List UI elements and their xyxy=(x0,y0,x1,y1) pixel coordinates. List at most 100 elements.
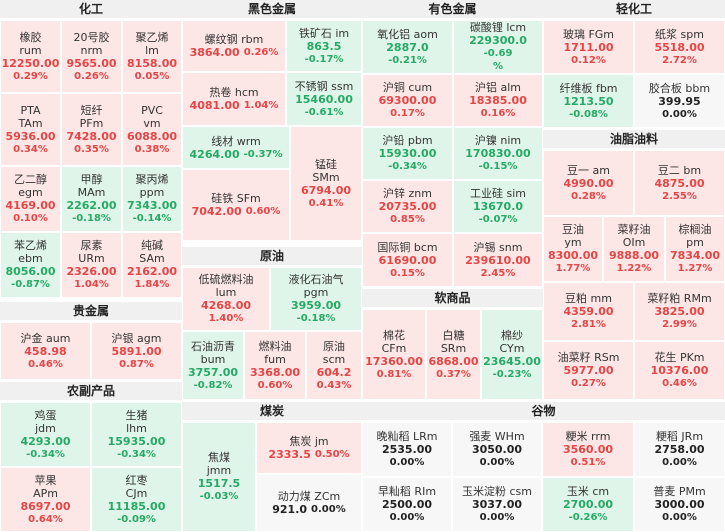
contract-tile[interactable]: 纸浆 spm 5518.00 2.72% xyxy=(634,20,725,74)
contract-tile[interactable]: 早籼稻 RIm 2500.00 0.00% xyxy=(362,477,452,532)
contract-tile[interactable]: 玉米 cm 2700.00 -0.26% xyxy=(542,477,634,532)
contract-tile[interactable]: 沪银 agm 5891.00 0.87% xyxy=(91,322,182,380)
change-percent: 0.43% xyxy=(316,379,352,391)
contract-tile[interactable]: 粳米 rrm 3560.00 0.51% xyxy=(542,422,634,477)
contract-tile[interactable]: 菜籽油 OIm 9888.00 1.22% xyxy=(603,216,665,282)
contract-tile[interactable]: 沪镍 nim 170830.00 -0.15% xyxy=(453,127,543,180)
change-percent: 0.29% xyxy=(13,70,48,82)
contract-tile[interactable]: 强麦 WHm 3050.00 0.00% xyxy=(452,422,542,477)
contract-tile[interactable]: 热卷 hcm 4081.00 1.04% xyxy=(182,72,286,126)
contract-tile[interactable]: 锰硅 SMm 6794.00 0.41% xyxy=(290,126,362,241)
change-percent: 0.00% xyxy=(479,512,515,523)
contract-tile[interactable]: 燃料油 fum 3368.00 0.60% xyxy=(244,331,306,400)
contract-tile[interactable]: 沪金 aum 458.98 0.46% xyxy=(0,322,91,380)
contract-name: 沪铝 alm xyxy=(474,81,521,94)
last-price: 2326.00 xyxy=(66,265,117,278)
contract-tile[interactable]: 沪锌 znm 20735.00 0.85% xyxy=(362,180,453,233)
contract-tile[interactable]: 晚籼稻 LRm 2535.00 0.00% xyxy=(362,422,452,477)
contract-tile[interactable]: 甲醇 MAm 2262.00 -0.18% xyxy=(61,166,122,232)
last-price: 7428.00 xyxy=(66,129,117,143)
contract-tile[interactable]: 普麦 PMm 3000.00 0.00% xyxy=(634,477,725,532)
contract-tile[interactable]: 粳稻 JRm 2758.00 0.00% xyxy=(634,422,725,477)
contract-tile[interactable]: 短纤 PFm 7428.00 0.35% xyxy=(61,93,122,166)
contract-tile[interactable]: 油菜籽 RSm 5977.00 0.27% xyxy=(543,341,634,400)
contract-tile[interactable]: 国际铜 bcm 61690.00 0.15% xyxy=(362,233,453,287)
change-percent: 1.04% xyxy=(74,279,109,290)
contract-tile[interactable]: 焦炭 jm 2333.5 0.50% xyxy=(256,422,362,474)
contract-code: lum xyxy=(215,286,237,299)
contract-tile[interactable]: 纯碱 SAm 2162.00 1.84% xyxy=(122,232,182,298)
contract-tile[interactable]: 胶合板 bbm 399.95 0.00% xyxy=(634,74,725,128)
contract-tile[interactable]: 聚丙烯 ppm 7343.00 -0.14% xyxy=(122,166,182,232)
contract-tile[interactable]: 铁矿石 im 863.5 -0.17% xyxy=(286,20,362,72)
contract-tile[interactable]: 沪锡 snm 239610.00 2.45% xyxy=(453,233,543,287)
contract-tile[interactable]: 纤维板 fbm 1213.50 -0.08% xyxy=(543,74,634,128)
contract-tile[interactable]: 液化石油气 pgm 3959.00 -0.18% xyxy=(270,267,362,331)
contract-tile[interactable]: 焦煤 jmm 1517.5 -0.03% xyxy=(182,422,256,532)
contract-tile[interactable]: PVC vm 6088.00 0.38% xyxy=(122,93,182,166)
contract-tile[interactable]: 尿素 URm 2326.00 1.04% xyxy=(61,232,122,298)
contract-tile[interactable]: 沪铅 pbm 15930.00 -0.34% xyxy=(362,127,453,180)
change-percent: 0.00% xyxy=(389,512,425,523)
contract-name: 乙二醇 xyxy=(14,173,47,186)
contract-code: pgm xyxy=(303,286,329,299)
contract-tile[interactable]: 棕榈油 pm 7834.00 1.27% xyxy=(665,216,725,282)
contract-tile[interactable]: 低硫燃料油 lum 4268.00 1.40% xyxy=(182,267,270,331)
contract-tile[interactable]: 氧化铝 aom 2887.0 -0.21% xyxy=(362,20,453,74)
section-soft-commodities: 软商品 棉花 CFm 17360.00 0.81% 白糖 SRm 6868.00 0.37% 棉… xyxy=(362,289,543,400)
contract-tile[interactable]: 棉花 CFm 17360.00 0.81% xyxy=(362,309,426,400)
contract-tile[interactable]: 碳酸锂 lcm 229300.0 -0.69% xyxy=(453,20,543,74)
contract-tile[interactable]: 豆粕 mm 4359.00 2.81% xyxy=(543,282,634,341)
last-price: 20735.00 xyxy=(378,200,437,213)
contract-name: 玻璃 FGm xyxy=(562,27,615,41)
contract-tile[interactable]: 花生 PKm 10376.00 0.46% xyxy=(634,341,725,400)
contract-name: 豆一 am xyxy=(567,163,610,177)
contract-tile[interactable]: 石油沥青 bum 3757.00 -0.82% xyxy=(182,331,244,400)
contract-code: PFm xyxy=(79,116,104,130)
contract-tile[interactable]: 20号胶 nrm 9565.00 0.26% xyxy=(61,20,122,93)
last-price: 6794.00 xyxy=(300,183,352,197)
price-row: 4081.00 1.04% xyxy=(190,99,279,112)
last-price: 4875.00 xyxy=(654,176,705,190)
contract-name: 生猪 xyxy=(125,408,148,422)
contract-tile[interactable]: 苯乙烯 ebm 8056.00 -0.87% xyxy=(0,232,61,298)
section-title: 贵金属 xyxy=(0,302,182,320)
contract-tile[interactable]: 红枣 CJm 11185.00 -0.09% xyxy=(91,467,182,532)
contract-tile[interactable]: 线材 wrm 4264.00 -0.37% xyxy=(182,126,290,169)
contract-tile[interactable]: 螺纹钢 rbm 3864.00 0.26% xyxy=(182,20,286,72)
last-price: 5518.00 xyxy=(654,40,705,54)
contract-tile[interactable]: 白糖 SRm 6868.00 0.37% xyxy=(426,309,481,400)
section-grains: 谷物 晚籼稻 LRm 2535.00 0.00% 强麦 WHm 3050.00 0.00%… xyxy=(362,402,725,532)
contract-tile[interactable]: 工业硅 sim 13670.0 -0.07% xyxy=(453,180,543,233)
contract-tile[interactable]: 豆二 bm 4875.00 2.55% xyxy=(634,150,725,216)
contract-tile[interactable]: 聚乙烯 lm 8158.00 0.05% xyxy=(122,20,182,93)
contract-tile[interactable]: 生猪 lhm 15935.00 -0.34% xyxy=(91,402,182,467)
contract-tile[interactable]: 沪铜 cum 69300.00 0.17% xyxy=(362,74,453,127)
contract-tile[interactable]: 原油 scm 604.2 0.43% xyxy=(306,331,362,400)
price-row: 7042.00 0.60% xyxy=(192,205,281,218)
contract-tile[interactable]: 玻璃 FGm 1711.00 0.12% xyxy=(543,20,634,74)
contract-name: PTA xyxy=(20,103,41,117)
contract-tile[interactable]: 乙二醇 egm 4169.00 0.10% xyxy=(0,166,61,232)
contract-tile[interactable]: 菜籽粕 RMm 3825.00 2.99% xyxy=(634,282,725,341)
contract-tile[interactable]: 棉纱 CYm 23645.00 -0.23% xyxy=(481,309,543,400)
contract-tile[interactable]: 鸡蛋 jdm 4293.00 -0.34% xyxy=(0,402,91,467)
contract-tile[interactable]: 硅铁 SFm 7042.00 0.60% xyxy=(182,169,290,241)
contract-name: 工业硅 sim xyxy=(470,187,526,200)
change-percent: -0.87% xyxy=(11,279,50,290)
contract-tile[interactable]: PTA TAm 5936.00 0.34% xyxy=(0,93,61,166)
contract-tile[interactable]: 橡胶 rum 12250.00 0.29% xyxy=(0,20,61,93)
contract-tile[interactable]: 玉米淀粉 csm 3037.00 0.00% xyxy=(452,477,542,532)
change-percent: -0.15% xyxy=(478,161,518,172)
contract-name: 原油 xyxy=(323,339,345,353)
contract-tile[interactable]: 动力煤 ZCm 921.0 0.00% xyxy=(256,474,362,532)
contract-tile[interactable]: 豆油 ym 8300.00 1.77% xyxy=(543,216,603,282)
last-price: 3368.00 xyxy=(249,365,301,379)
contract-tile[interactable]: 不锈钢 ssm 15460.00 -0.61% xyxy=(286,72,362,126)
contract-code: SMm xyxy=(312,170,340,184)
contract-tile[interactable]: 豆一 am 4990.00 0.28% xyxy=(543,150,634,216)
contract-name: 碳酸锂 lcm xyxy=(469,21,527,34)
contract-tile[interactable]: 沪铝 alm 18385.00 0.16% xyxy=(453,74,543,127)
contract-name: 豆油 xyxy=(562,223,584,236)
contract-tile[interactable]: 苹果 APm 8697.00 0.64% xyxy=(0,467,91,532)
